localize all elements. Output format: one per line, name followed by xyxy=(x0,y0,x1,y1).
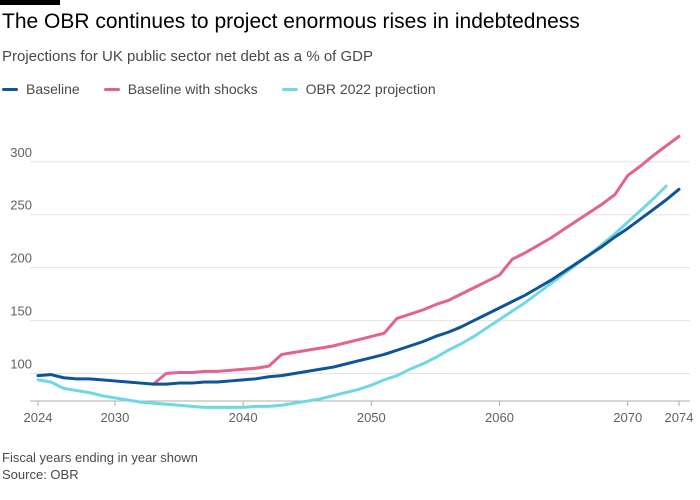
legend-label-obr2022: OBR 2022 projection xyxy=(305,81,436,97)
legend-swatch-obr2022 xyxy=(281,87,298,91)
legend-label-baseline: Baseline xyxy=(26,81,80,97)
x-tick-label: 2050 xyxy=(357,410,386,425)
x-tick-label: 2040 xyxy=(229,410,258,425)
legend-item-baseline: Baseline xyxy=(2,81,80,97)
legend-swatch-baseline xyxy=(2,87,18,91)
x-axis-ticks: 2024 2030 2040 2050 2060 2070 2074 xyxy=(24,401,694,425)
series-line-baseline-with-shocks xyxy=(151,134,681,386)
source-note: Source: OBR xyxy=(2,467,79,482)
y-tick-label: 150 xyxy=(10,304,32,319)
top-accent-bar xyxy=(0,0,60,5)
series-line-baseline xyxy=(36,187,681,386)
y-tick-label: 100 xyxy=(10,357,32,372)
chart-title: The OBR continues to project enormous ri… xyxy=(2,10,580,33)
x-tick-label: 2070 xyxy=(613,410,642,425)
x-tick-label: 2024 xyxy=(24,410,53,425)
y-gridlines: 100 150 200 250 300 xyxy=(10,145,690,375)
chart-subtitle: Projections for UK public sector net deb… xyxy=(2,48,374,65)
x-tick-label: 2074 xyxy=(665,410,694,425)
footer: Fiscal years ending in year shown Source… xyxy=(2,449,198,483)
series-line-obr-2022-projection xyxy=(36,184,668,409)
legend-label-shocks: Baseline with shocks xyxy=(127,81,258,97)
y-tick-label: 250 xyxy=(10,198,32,213)
legend-item-obr2022: OBR 2022 projection xyxy=(281,81,436,97)
y-tick-label: 300 xyxy=(10,145,32,160)
footnote: Fiscal years ending in year shown xyxy=(2,450,198,465)
legend-item-shocks: Baseline with shocks xyxy=(103,81,258,97)
y-tick-label: 200 xyxy=(10,251,32,266)
legend: Baseline Baseline with shocks OBR 2022 p… xyxy=(2,80,460,98)
x-tick-label: 2030 xyxy=(100,410,129,425)
legend-swatch-shocks xyxy=(103,87,120,91)
x-tick-label: 2060 xyxy=(485,410,514,425)
